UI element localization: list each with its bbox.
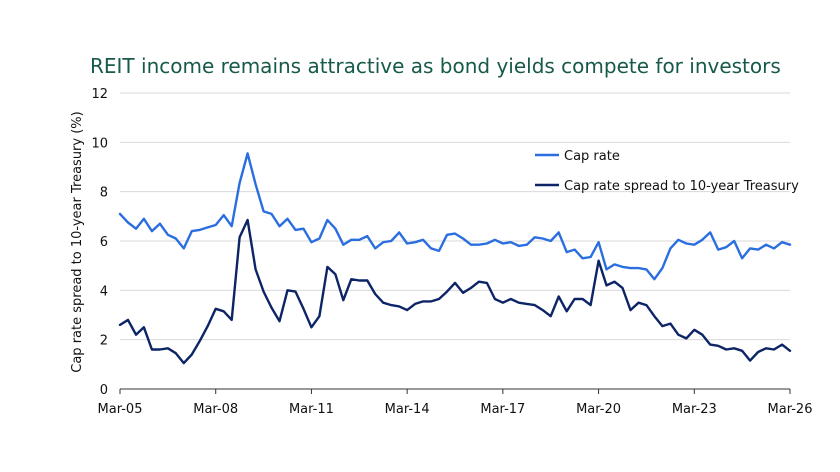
y-tick-label: 10 — [91, 136, 108, 151]
y-tick-label: 0 — [100, 383, 108, 398]
y-tick-label: 2 — [100, 334, 108, 349]
y-tick-label: 6 — [100, 235, 108, 250]
axes: 0 2 4 6 8 10 12 Mar-05 Mar-08 Mar-11 Mar-14 Mar-17 M… — [91, 87, 812, 417]
y-tick-label: 8 — [100, 186, 108, 201]
x-tick-label: Mar-26 — [768, 402, 813, 417]
series — [118, 152, 792, 365]
legend-label: Cap rate — [564, 149, 620, 164]
x-tick-label: Mar-08 — [193, 402, 238, 417]
y-tick-label: 4 — [100, 284, 108, 299]
gridlines — [120, 92, 790, 341]
x-tick-label: Mar-14 — [385, 402, 430, 417]
x-tick-label: Mar-20 — [576, 402, 621, 417]
y-tick-label: 12 — [91, 87, 108, 102]
x-tick-label: Mar-05 — [98, 402, 143, 417]
series-line-cap-rate — [118, 152, 792, 281]
series-line-cap-rate-spread — [118, 218, 792, 365]
y-axis-title: Cap rate spread to 10-year Treasury (%) — [70, 111, 85, 372]
legend-label: Cap rate spread to 10-year Treasury — [564, 179, 799, 194]
x-tick-label: Mar-17 — [480, 402, 525, 417]
legend: Cap rate Cap rate spread to 10-year Treas… — [535, 149, 799, 194]
x-tick-label: Mar-11 — [289, 402, 334, 417]
chart-title: REIT income remains attractive as bond y… — [90, 54, 781, 78]
x-tick-label: Mar-23 — [672, 402, 717, 417]
